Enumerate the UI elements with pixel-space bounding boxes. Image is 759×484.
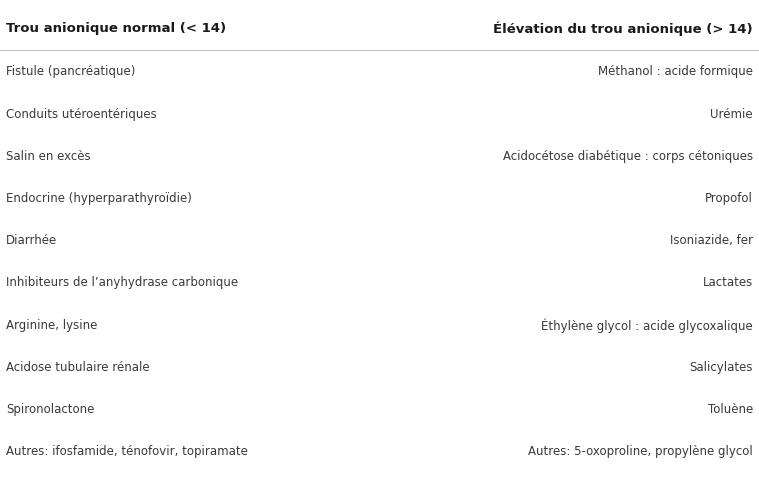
Text: Élévation du trou anionique (> 14): Élévation du trou anionique (> 14) (493, 22, 753, 36)
Text: Endocrine (hyperparathyroïdie): Endocrine (hyperparathyroïdie) (6, 192, 192, 205)
Text: Conduits utéroentériques: Conduits utéroentériques (6, 107, 157, 121)
Text: Acidose tubulaire rénale: Acidose tubulaire rénale (6, 360, 150, 373)
Text: Autres: 5-oxoproline, propylène glycol: Autres: 5-oxoproline, propylène glycol (528, 444, 753, 457)
Text: Acidocétose diabétique : corps cétoniques: Acidocétose diabétique : corps cétonique… (502, 150, 753, 163)
Text: Lactates: Lactates (703, 276, 753, 289)
Text: Salin en excès: Salin en excès (6, 150, 90, 163)
Text: Diarrhée: Diarrhée (6, 234, 58, 247)
Text: Isoniazide, fer: Isoniazide, fer (670, 234, 753, 247)
Text: Fistule (pancréatique): Fistule (pancréatique) (6, 65, 135, 78)
Text: Arginine, lysine: Arginine, lysine (6, 318, 97, 331)
Text: Autres: ifosfamide, ténofovir, topiramate: Autres: ifosfamide, ténofovir, topiramat… (6, 444, 248, 457)
Text: Éthylène glycol : acide glycoxalique: Éthylène glycol : acide glycoxalique (541, 318, 753, 333)
Text: Toluène: Toluène (707, 402, 753, 415)
Text: Salicylates: Salicylates (689, 360, 753, 373)
Text: Inhibiteurs de l’anyhydrase carbonique: Inhibiteurs de l’anyhydrase carbonique (6, 276, 238, 289)
Text: Propofol: Propofol (705, 192, 753, 205)
Text: Trou anionique normal (< 14): Trou anionique normal (< 14) (6, 22, 226, 35)
Text: Spironolactone: Spironolactone (6, 402, 94, 415)
Text: Urémie: Urémie (710, 107, 753, 121)
Text: Méthanol : acide formique: Méthanol : acide formique (598, 65, 753, 78)
